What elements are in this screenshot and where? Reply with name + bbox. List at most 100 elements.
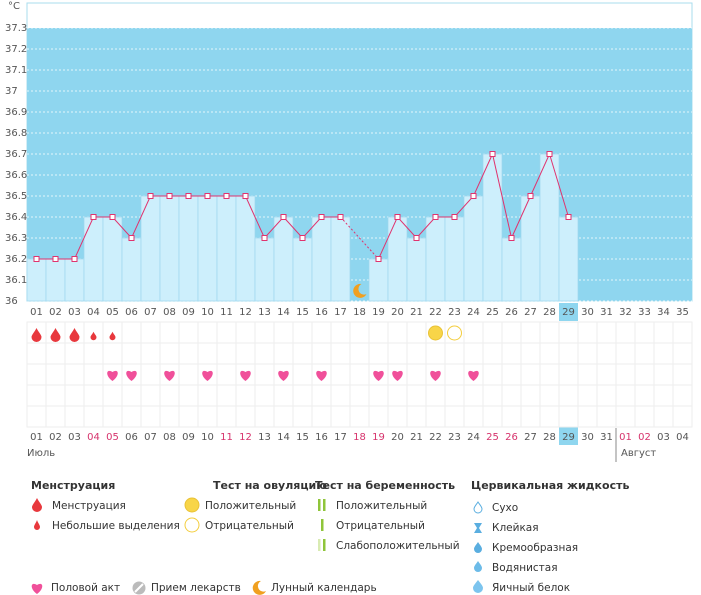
y-tick-label: 36.2 <box>5 254 27 265</box>
legend-label: Прием лекарств <box>151 582 241 594</box>
y-tick-label: 36.8 <box>5 128 27 139</box>
x-tick-label: 21 <box>410 307 423 318</box>
y-tick-label: 36.6 <box>5 170 27 181</box>
temperature-column <box>482 153 503 302</box>
temperature-point <box>508 235 515 241</box>
x-tick-label: 14 <box>277 307 290 318</box>
temperature-column <box>178 195 199 302</box>
y-tick-label: 37 <box>5 86 18 97</box>
temperature-column <box>311 216 332 302</box>
legend-icon <box>34 520 40 530</box>
legend-title: Тест на овуляцию <box>213 479 327 492</box>
intercourse-icon <box>240 370 251 381</box>
x-tick-label: 02 <box>49 307 62 318</box>
temperature-point <box>147 193 154 199</box>
date-label: 13 <box>258 432 271 443</box>
temperature-column <box>387 216 408 302</box>
temperature-point <box>470 193 477 199</box>
month-label: Август <box>621 448 656 459</box>
temperature-column <box>273 216 294 302</box>
x-tick-label: 22 <box>429 307 442 318</box>
date-label: 28 <box>543 432 556 443</box>
date-label: 04 <box>676 432 689 443</box>
temperature-point <box>185 193 192 199</box>
legend-label: Клейкая <box>492 522 539 534</box>
menstruation-icon <box>69 328 80 342</box>
legend-label: Водянистая <box>492 562 558 574</box>
date-label: 09 <box>182 432 195 443</box>
legend-label: Положительный <box>205 500 296 512</box>
temperature-point <box>527 193 534 199</box>
y-tick-label: 36 <box>5 296 18 307</box>
legend-icon <box>474 561 482 572</box>
legend-label: Сухо <box>492 502 518 514</box>
date-label: 18 <box>353 432 366 443</box>
y-tick-label: 36.1 <box>5 275 27 286</box>
date-label: 31 <box>600 432 613 443</box>
temperature-point <box>318 214 325 220</box>
y-tick-label: 37.2 <box>5 44 27 55</box>
legend-icon <box>473 580 483 593</box>
legend-icon <box>318 539 321 551</box>
date-label: 05 <box>106 432 119 443</box>
menstruation-icon <box>50 328 61 342</box>
y-tick-label: 37.1 <box>5 65 27 76</box>
legend-icon <box>134 583 144 593</box>
y-tick-label: 36.9 <box>5 107 27 118</box>
temperature-point <box>337 214 344 220</box>
temperature-point <box>242 193 249 199</box>
legend-icon <box>474 523 482 533</box>
legend-icon <box>474 542 482 553</box>
y-tick-label: 36.4 <box>5 212 27 223</box>
x-tick-label: 03 <box>68 307 81 318</box>
legend-title: Цервикальная жидкость <box>471 479 629 492</box>
legend-icon <box>318 499 321 511</box>
moon-icon <box>353 283 367 298</box>
legend-icon <box>323 499 326 511</box>
legend-icon <box>321 519 324 531</box>
temperature-point <box>52 256 59 262</box>
x-tick-label: 31 <box>600 307 613 318</box>
legend-label: Слабоположительный <box>336 540 460 552</box>
temperature-column <box>83 216 104 302</box>
temperature-column <box>292 237 313 302</box>
date-label: 22 <box>429 432 442 443</box>
current-day-highlight <box>559 303 578 321</box>
date-label: 29 <box>562 432 575 443</box>
temperature-column <box>45 258 66 302</box>
x-tick-label: 19 <box>372 307 385 318</box>
temperature-point <box>204 193 211 199</box>
date-label: 16 <box>315 432 328 443</box>
plot: 36 36.1 36.2 36.3 36.4 36.5 36.6 36.7 36.8 36.9 37… <box>5 23 693 445</box>
date-label: 21 <box>410 432 423 443</box>
x-tick-label: 04 <box>87 307 100 318</box>
legend-label: Отрицательный <box>336 520 425 532</box>
legend-icon <box>323 539 326 551</box>
temperature-point <box>261 235 268 241</box>
x-tick-label: 26 <box>505 307 518 318</box>
current-day-highlight <box>559 427 578 445</box>
legend-icon <box>31 583 43 594</box>
temperature-column <box>102 216 123 302</box>
date-label: 08 <box>163 432 176 443</box>
intercourse-icon <box>107 370 118 381</box>
intercourse-icon <box>373 370 384 381</box>
date-label: 06 <box>125 432 138 443</box>
temperature-point <box>489 151 496 157</box>
x-tick-label: 01 <box>30 307 43 318</box>
temperature-point <box>375 256 382 262</box>
x-tick-label: 23 <box>448 307 461 318</box>
legend-title: Менструация <box>31 479 115 492</box>
temperature-point <box>90 214 97 220</box>
temperature-point <box>451 214 458 220</box>
x-tick-label: 30 <box>581 307 594 318</box>
y-tick-label: 36.7 <box>5 149 27 160</box>
temperature-column <box>368 258 389 302</box>
temperature-column <box>501 237 522 302</box>
temperature-column <box>216 195 237 302</box>
legend-label: Положительный <box>336 500 427 512</box>
temperature-point <box>223 193 230 199</box>
menstruation-icon <box>31 328 42 342</box>
x-tick-label: 35 <box>676 307 689 318</box>
